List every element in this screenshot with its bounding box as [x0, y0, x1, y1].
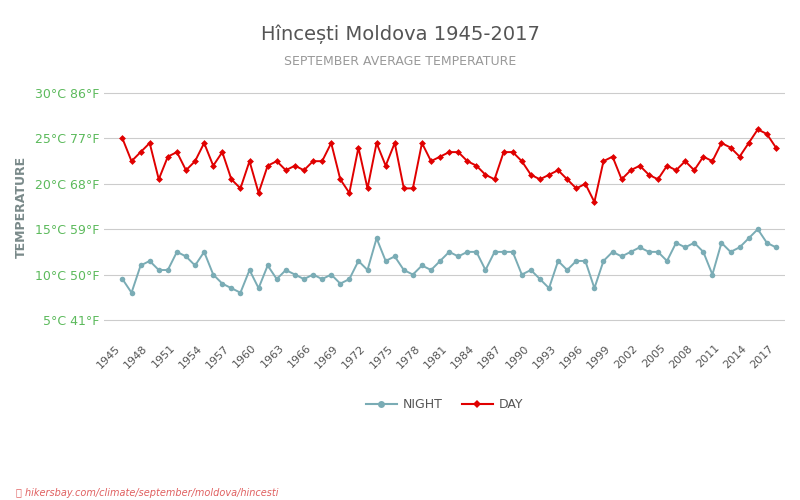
NIGHT [118, 276, 127, 282]
NIGHT [454, 254, 463, 260]
NIGHT [671, 240, 681, 246]
DAY [263, 162, 273, 168]
DAY [335, 176, 345, 182]
NIGHT [690, 240, 699, 246]
NIGHT [771, 244, 781, 250]
NIGHT [753, 226, 762, 232]
Text: SEPTEMBER AVERAGE TEMPERATURE: SEPTEMBER AVERAGE TEMPERATURE [284, 55, 516, 68]
DAY [690, 167, 699, 173]
NIGHT [717, 240, 726, 246]
Legend: NIGHT, DAY: NIGHT, DAY [361, 393, 529, 416]
Text: Hîncești Moldova 1945-2017: Hîncești Moldova 1945-2017 [261, 25, 539, 44]
Text: 🔥 hikersbay.com/climate/september/moldova/hincesti: 🔥 hikersbay.com/climate/september/moldov… [16, 488, 278, 498]
Line: DAY: DAY [120, 127, 778, 204]
DAY [671, 167, 681, 173]
DAY [118, 136, 127, 141]
DAY [444, 149, 454, 155]
DAY [717, 140, 726, 146]
Y-axis label: TEMPERATURE: TEMPERATURE [15, 156, 28, 258]
NIGHT [272, 276, 282, 282]
NIGHT [126, 290, 136, 296]
DAY [753, 126, 762, 132]
DAY [771, 144, 781, 150]
Line: NIGHT: NIGHT [120, 226, 778, 296]
NIGHT [345, 276, 354, 282]
DAY [590, 199, 599, 205]
